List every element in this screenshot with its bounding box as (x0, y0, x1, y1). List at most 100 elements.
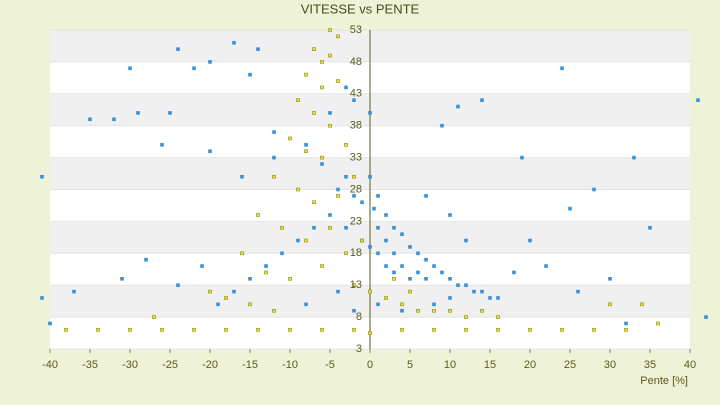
x-tick-label: 40 (684, 359, 696, 371)
chart-title: VITESSE vs PENTE (301, 1, 420, 16)
x-tick-label: -20 (202, 359, 218, 371)
scatter-point (408, 245, 412, 249)
scatter-point (240, 251, 244, 256)
scatter-point (344, 143, 348, 147)
x-tick-label: -25 (162, 359, 178, 371)
scatter-point (528, 328, 532, 332)
scatter-point (464, 238, 468, 243)
x-tick-label: -40 (42, 359, 58, 371)
scatter-point (376, 251, 380, 256)
scatter-point (448, 308, 452, 313)
scatter-point (232, 289, 236, 294)
y-tick-label: 48 (350, 56, 362, 68)
scatter-point (368, 289, 372, 294)
scatter-point (288, 277, 292, 281)
scatter-point (336, 187, 340, 192)
scatter-point (392, 270, 396, 275)
scatter-point (160, 143, 164, 147)
scatter-point (136, 111, 140, 115)
scatter-point (432, 264, 436, 268)
scatter-point (424, 194, 428, 198)
scatter-point (272, 308, 276, 313)
scatter-point (408, 277, 412, 281)
scatter-point (88, 117, 92, 122)
x-tick-label: 15 (484, 359, 496, 371)
scatter-point (432, 302, 436, 307)
scatter-point (432, 308, 436, 313)
scatter-point (696, 98, 700, 102)
y-tick-label: 28 (350, 183, 362, 195)
scatter-point (344, 225, 348, 230)
x-tick-label: -30 (122, 359, 138, 371)
scatter-point (400, 328, 404, 332)
scatter-point (640, 302, 644, 307)
x-axis-title: Pente [%] (640, 375, 688, 387)
scatter-point (328, 53, 332, 58)
scatter-point (296, 187, 300, 192)
y-tick-label: 18 (350, 247, 362, 259)
scatter-point (48, 321, 52, 326)
scatter-point (120, 277, 124, 281)
scatter-point (320, 155, 324, 160)
scatter-point (440, 123, 444, 128)
scatter-point (320, 85, 324, 90)
scatter-point (472, 289, 476, 294)
scatter-point (336, 289, 340, 294)
scatter-point (376, 302, 380, 307)
scatter-point (336, 79, 340, 83)
x-tick-label: 10 (444, 359, 456, 371)
scatter-point (488, 296, 492, 300)
scatter-point (608, 277, 612, 281)
scatter-point (448, 213, 452, 217)
scatter-point (632, 155, 636, 160)
x-tick-label: 25 (564, 359, 576, 371)
scatter-point (96, 328, 100, 332)
scatter-point (592, 328, 596, 332)
scatter-point (160, 328, 164, 332)
scatter-point (372, 206, 376, 211)
scatter-point (312, 225, 316, 230)
scatter-point (376, 194, 380, 198)
scatter-point (480, 98, 484, 102)
scatter-point (608, 302, 612, 307)
y-tick-label: 23 (350, 215, 362, 227)
x-tick-label: -5 (325, 359, 335, 371)
scatter-point (144, 257, 148, 262)
scatter-point (328, 225, 332, 230)
scatter-point (248, 302, 252, 307)
y-tick-label: 13 (350, 279, 362, 291)
scatter-point (624, 321, 628, 326)
scatter-point (424, 277, 428, 281)
scatter-point (464, 328, 468, 332)
scatter-point (312, 111, 316, 115)
scatter-point (40, 174, 44, 179)
scatter-point (360, 238, 364, 243)
scatter-point (304, 143, 308, 147)
x-tick-label: 5 (407, 359, 413, 371)
scatter-point (240, 174, 244, 179)
scatter-point (280, 225, 284, 230)
scatter-point (264, 264, 268, 268)
scatter-point (272, 174, 276, 179)
scatter-point (416, 270, 420, 275)
scatter-point (336, 194, 340, 198)
scatter-point (112, 117, 116, 122)
scatter-point (384, 213, 388, 217)
scatter-point (256, 213, 260, 217)
scatter-point (288, 328, 292, 332)
scatter-point (224, 296, 228, 300)
scatter-point (224, 328, 228, 332)
scatter-point (128, 328, 132, 332)
scatter-point (304, 72, 308, 77)
scatter-point (544, 264, 548, 268)
scatter-point (328, 213, 332, 217)
scatter-point (424, 257, 428, 262)
scatter-point (192, 328, 196, 332)
scatter-point (344, 251, 348, 256)
scatter-point (272, 155, 276, 160)
x-tick-label: 30 (604, 359, 616, 371)
scatter-point (256, 47, 260, 51)
scatter-point (400, 232, 404, 236)
scatter-point (248, 277, 252, 281)
